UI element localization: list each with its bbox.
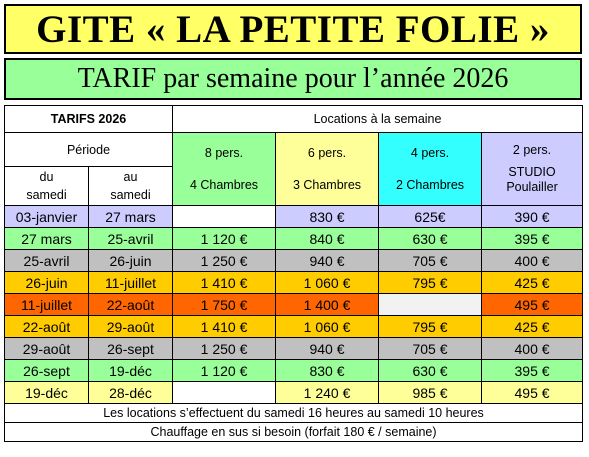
date-from: 19-déc (4, 381, 89, 404)
price-8: 1 410 € (172, 315, 276, 338)
page-subtitle: TARIF par semaine pour l’année 2026 (4, 58, 582, 100)
price-8 (172, 381, 276, 404)
date-from: 22-août (4, 315, 89, 338)
date-to: 29-août (88, 315, 173, 338)
price-8 (172, 205, 276, 228)
price-6: 830 € (275, 205, 379, 228)
table-row: 26-sept 19-déc 1 120 € 830 € 630 € 395 € (4, 359, 584, 382)
table-row: 29-août 26-sept 1 250 € 940 € 705 € 400 … (4, 337, 584, 360)
date-from: 29-août (4, 337, 89, 360)
price-8: 1 120 € (172, 359, 276, 382)
date-to: 26-juin (88, 249, 173, 272)
price-2: 395 € (480, 359, 584, 382)
category-persons: 6 pers. (307, 146, 347, 160)
tariff-table: TARIFS 2026 Locations à la semaine Pério… (3, 105, 584, 442)
price-2: 495 € (480, 381, 584, 404)
table-row: 22-août 29-août 1 410 € 1 060 € 795 € 42… (4, 315, 584, 338)
table-header-row: du samedi au samedi (4, 166, 583, 206)
date-from: 27 mars (4, 227, 89, 250)
price-2: 400 € (480, 249, 584, 272)
price-6: 840 € (275, 227, 379, 250)
category-persons: 2 pers. (512, 143, 552, 157)
category-4-header: 4 pers. 2 Chambres (378, 132, 482, 206)
footer-row: Les locations s’effectuent du samedi 16 … (3, 403, 584, 423)
price-8: 1 250 € (172, 337, 276, 360)
price-8: 1 410 € (172, 271, 276, 294)
date-to: 28-déc (88, 381, 173, 404)
table-row: 26-juin 11-juillet 1 410 € 1 060 € 795 €… (4, 271, 584, 294)
price-4: 795 € (378, 315, 482, 338)
date-to: 22-août (88, 293, 173, 316)
price-6: 1 400 € (275, 293, 379, 316)
price-2: 395 € (480, 227, 584, 250)
date-from: 26-juin (4, 271, 89, 294)
table-row: 27 mars 25-avril 1 120 € 840 € 630 € 395… (4, 227, 584, 250)
price-2: 390 € (480, 205, 584, 228)
price-2: 425 € (480, 271, 584, 294)
price-6: 1 060 € (275, 315, 379, 338)
date-to: 19-déc (88, 359, 173, 382)
date-to: 11-juillet (88, 271, 173, 294)
category-rooms: STUDIO Poulailler (506, 165, 558, 194)
price-6: 940 € (275, 249, 379, 272)
category-6-header: 6 pers. 3 Chambres (275, 132, 379, 206)
price-8: 1 250 € (172, 249, 276, 272)
locations-label: Locations à la semaine (171, 105, 584, 133)
table-row: 03-janvier 27 mars 830 € 625€ 390 € (4, 205, 584, 228)
category-8-header: 8 pers. 4 Chambres (172, 132, 276, 206)
category-2-header: 2 pers. STUDIO Poulailler (480, 132, 584, 206)
periode-label: Période (4, 132, 173, 167)
price-4: 705 € (378, 337, 482, 360)
price-6: 830 € (275, 359, 379, 382)
price-4: 625€ (378, 205, 482, 228)
price-4 (378, 293, 482, 316)
footer-hours-note: Les locations s’effectuent du samedi 16 … (3, 403, 584, 423)
table-header-row: Période 8 pers. 4 Chambres 6 pers. 3 Cha… (4, 132, 584, 206)
date-from: 11-juillet (4, 293, 89, 316)
category-rooms: 2 Chambres (395, 178, 465, 192)
price-8: 1 750 € (172, 293, 276, 316)
du-label: du samedi (4, 166, 89, 206)
table-row: 11-juillet 22-août 1 750 € 1 400 € 495 € (4, 293, 584, 316)
price-2: 425 € (480, 315, 584, 338)
price-8: 1 120 € (172, 227, 276, 250)
table-header-row: TARIFS 2026 Locations à la semaine (4, 105, 584, 133)
price-4: 705 € (378, 249, 482, 272)
price-4: 630 € (378, 227, 482, 250)
category-persons: 8 pers. (204, 146, 244, 160)
price-6: 1 060 € (275, 271, 379, 294)
price-4: 985 € (378, 381, 482, 404)
price-6: 940 € (275, 337, 379, 360)
date-from: 25-avril (4, 249, 89, 272)
price-6: 1 240 € (275, 381, 379, 404)
price-4: 795 € (378, 271, 482, 294)
date-to: 25-avril (88, 227, 173, 250)
date-to: 27 mars (88, 205, 173, 228)
table-row: 25-avril 26-juin 1 250 € 940 € 705 € 400… (4, 249, 584, 272)
table-row: 19-déc 28-déc 1 240 € 985 € 495 € (4, 381, 584, 404)
category-rooms: 3 Chambres (292, 178, 362, 192)
category-rooms: 4 Chambres (189, 178, 259, 192)
price-4: 630 € (378, 359, 482, 382)
au-label: au samedi (88, 166, 173, 206)
price-2: 400 € (480, 337, 584, 360)
price-2: 495 € (480, 293, 584, 316)
date-to: 26-sept (88, 337, 173, 360)
tarifs-label: TARIFS 2026 (4, 105, 173, 133)
page-title: GITE « LA PETITE FOLIE » (4, 4, 582, 54)
date-from: 03-janvier (4, 205, 89, 228)
footer-row: Chauffage en sus si besoin (forfait 180 … (3, 422, 584, 442)
date-from: 26-sept (4, 359, 89, 382)
category-persons: 4 pers. (410, 146, 450, 160)
footer-heating-note: Chauffage en sus si besoin (forfait 180 … (3, 422, 584, 442)
